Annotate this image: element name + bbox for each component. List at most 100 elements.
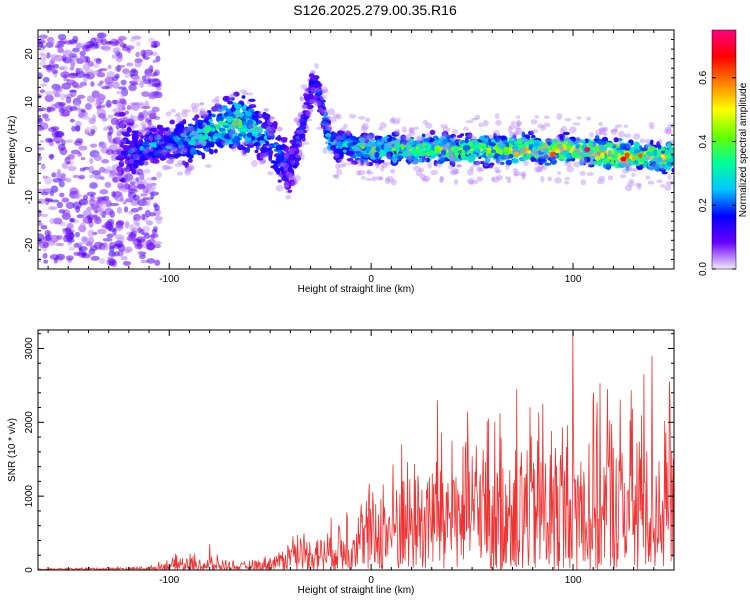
spectrogram-cell — [519, 148, 527, 153]
spectrogram-cell — [138, 112, 144, 119]
spectrogram-cell — [74, 231, 81, 238]
spectrogram-cell — [143, 49, 154, 56]
spectrogram-cell — [150, 44, 158, 49]
spectrogram-cell — [521, 175, 526, 180]
spectrogram-cell — [597, 178, 605, 185]
spectrogram-cell — [176, 171, 184, 176]
spectrogram-cell — [108, 127, 114, 135]
spectrogram-cell — [482, 119, 489, 127]
spectrogram-cell — [347, 150, 355, 156]
spectrogram-cell — [137, 206, 143, 211]
spectrogram-cell — [83, 75, 88, 83]
spectrogram-cell — [555, 134, 561, 141]
spectrogram-cell — [534, 114, 539, 119]
spectrogram-cell — [433, 159, 438, 167]
spectrogram-cell — [38, 147, 45, 151]
spectrogram-cell — [413, 126, 419, 130]
spectrogram-cell — [38, 154, 42, 162]
spectrogram-cell — [141, 75, 147, 81]
spectrogram-cell — [156, 87, 162, 91]
spectrogram-cell — [314, 62, 319, 69]
spectrogram-cell — [79, 167, 86, 172]
spectrogram-cell — [143, 146, 151, 153]
spectrogram-cell — [94, 215, 100, 222]
spectrogram-cell — [40, 224, 48, 230]
spectrogram-cell — [96, 108, 106, 117]
spectrogram-cell — [144, 129, 150, 136]
spectrogram-cell — [89, 143, 98, 148]
spectrogram-cell — [116, 206, 122, 214]
spectrogram-cell — [355, 159, 362, 163]
spectrogram-cell — [98, 202, 106, 211]
spectrogram-cell — [100, 244, 109, 251]
spectrogram-cell — [657, 144, 662, 150]
spectrogram-cell — [564, 177, 570, 181]
spectrogram-cell — [635, 182, 642, 187]
spectrogram-cell — [155, 218, 162, 225]
spectrogram-cell — [439, 175, 445, 183]
spectrogram-cell — [427, 161, 432, 169]
spectrogram-cell — [51, 172, 57, 178]
spectrogram-cell — [277, 134, 282, 142]
spectrogram-cell — [79, 50, 86, 56]
spectrogram-cell — [184, 109, 191, 113]
spectrogram-cell — [504, 176, 511, 180]
spectrogram-cell — [66, 222, 74, 230]
spectrogram-cell — [213, 102, 221, 106]
spectrogram-cell — [303, 95, 311, 101]
spectrogram-cell — [69, 89, 77, 93]
spectrogram-cell — [255, 145, 260, 151]
spectrogram-cell — [52, 178, 62, 183]
y-tick-label: 0 — [24, 146, 35, 152]
spectrogram-cell — [347, 161, 355, 166]
spectrogram-cell — [146, 177, 154, 181]
spectrogram-cell — [89, 182, 98, 189]
spectrogram-cell — [303, 141, 310, 145]
spectrogram-cell — [124, 261, 130, 266]
spectrogram-cell — [494, 144, 499, 150]
spectrogram-cell — [184, 137, 191, 142]
spectrogram-cell — [460, 152, 466, 157]
spectrogram-cell — [620, 174, 627, 179]
spectrogram-cell — [496, 149, 504, 155]
spectrogram-cell — [67, 165, 77, 172]
spectrogram-cell — [85, 71, 95, 80]
spectrogram-cell — [319, 94, 327, 101]
spectrogram-cell — [572, 161, 581, 168]
spectrogram-cell — [144, 120, 149, 124]
spectrogram-cell — [464, 136, 469, 144]
spectrogram-cell — [43, 259, 49, 264]
spectrogram-cell — [101, 117, 108, 122]
spectrogram-cell — [605, 163, 612, 171]
spectrogram-cell — [117, 182, 124, 189]
spectrogram-cell — [492, 130, 500, 137]
spectrogram-cell — [114, 193, 124, 202]
spectrogram-cell — [654, 155, 659, 162]
spectrogram-cell — [152, 59, 158, 64]
spectrogram-cell — [275, 144, 283, 151]
spectrogram-cell — [47, 36, 55, 45]
spectrogram-cell — [411, 148, 416, 155]
spectrogram-cell — [187, 125, 195, 133]
spectrogram-cell — [586, 152, 591, 158]
spectrogram-cell — [476, 144, 484, 149]
spectrogram-cell — [156, 141, 164, 145]
spectrogram-cell — [325, 124, 333, 131]
spectrogram-cell — [170, 108, 177, 113]
spectrogram-cell — [141, 142, 146, 146]
spectrogram-cell — [247, 141, 255, 145]
spectrogram-cell — [132, 194, 140, 201]
spectrogram-cell — [262, 114, 269, 119]
spectrogram-cell — [99, 189, 109, 195]
spectrogram-cell — [117, 249, 124, 257]
spectrogram-cell — [534, 160, 540, 166]
spectrogram-cell — [331, 174, 340, 178]
spectrogram-cell — [91, 41, 99, 47]
spectrogram-cell — [303, 104, 309, 109]
spectrogram-cell — [267, 127, 276, 131]
spectrogram-cell — [380, 138, 387, 146]
spectrogram-cell — [239, 89, 247, 93]
spectrogram-cell — [607, 144, 613, 149]
spectrogram-cell — [487, 134, 493, 140]
spectrogram-cell — [38, 258, 42, 263]
